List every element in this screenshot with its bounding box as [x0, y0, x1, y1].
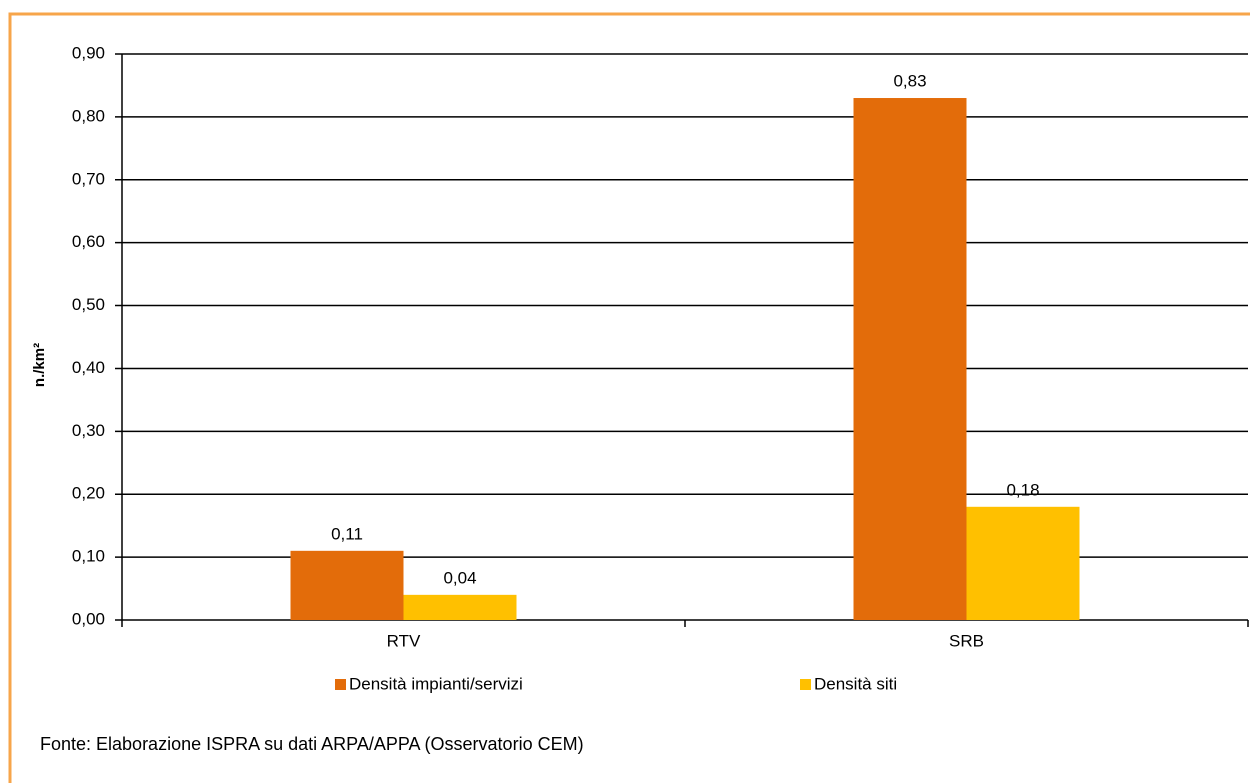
legend-swatch	[800, 679, 811, 690]
x-tick-label: SRB	[949, 631, 984, 650]
legend-swatch	[335, 679, 346, 690]
y-tick-label: 0,10	[72, 547, 105, 566]
y-axis-label: n./km²	[31, 343, 48, 387]
x-tick-label: RTV	[387, 631, 421, 650]
y-tick-label: 0,90	[72, 43, 105, 62]
y-tick-label: 0,50	[72, 295, 105, 314]
y-tick-label: 0,00	[72, 609, 105, 628]
y-tick-label: 0,60	[72, 232, 105, 251]
frame	[8, 12, 1250, 783]
bar	[290, 550, 404, 620]
y-tick-label: 0,80	[72, 106, 105, 125]
value-label: 0,18	[1006, 480, 1039, 499]
value-label: 0,04	[443, 568, 476, 587]
value-label: 0,83	[893, 72, 926, 91]
bar	[966, 506, 1080, 620]
y-tick-label: 0,20	[72, 484, 105, 503]
value-label: 0,11	[331, 524, 363, 543]
legend-label: Densità siti	[814, 674, 897, 693]
y-tick-label: 0,30	[72, 421, 105, 440]
y-tick-label: 0,70	[72, 169, 105, 188]
source-note: Fonte: Elaborazione ISPRA su dati ARPA/A…	[40, 734, 584, 754]
legend-label: Densità impianti/servizi	[349, 674, 523, 693]
bar	[403, 594, 517, 620]
y-tick-label: 0,40	[72, 358, 105, 377]
bar	[853, 98, 967, 621]
